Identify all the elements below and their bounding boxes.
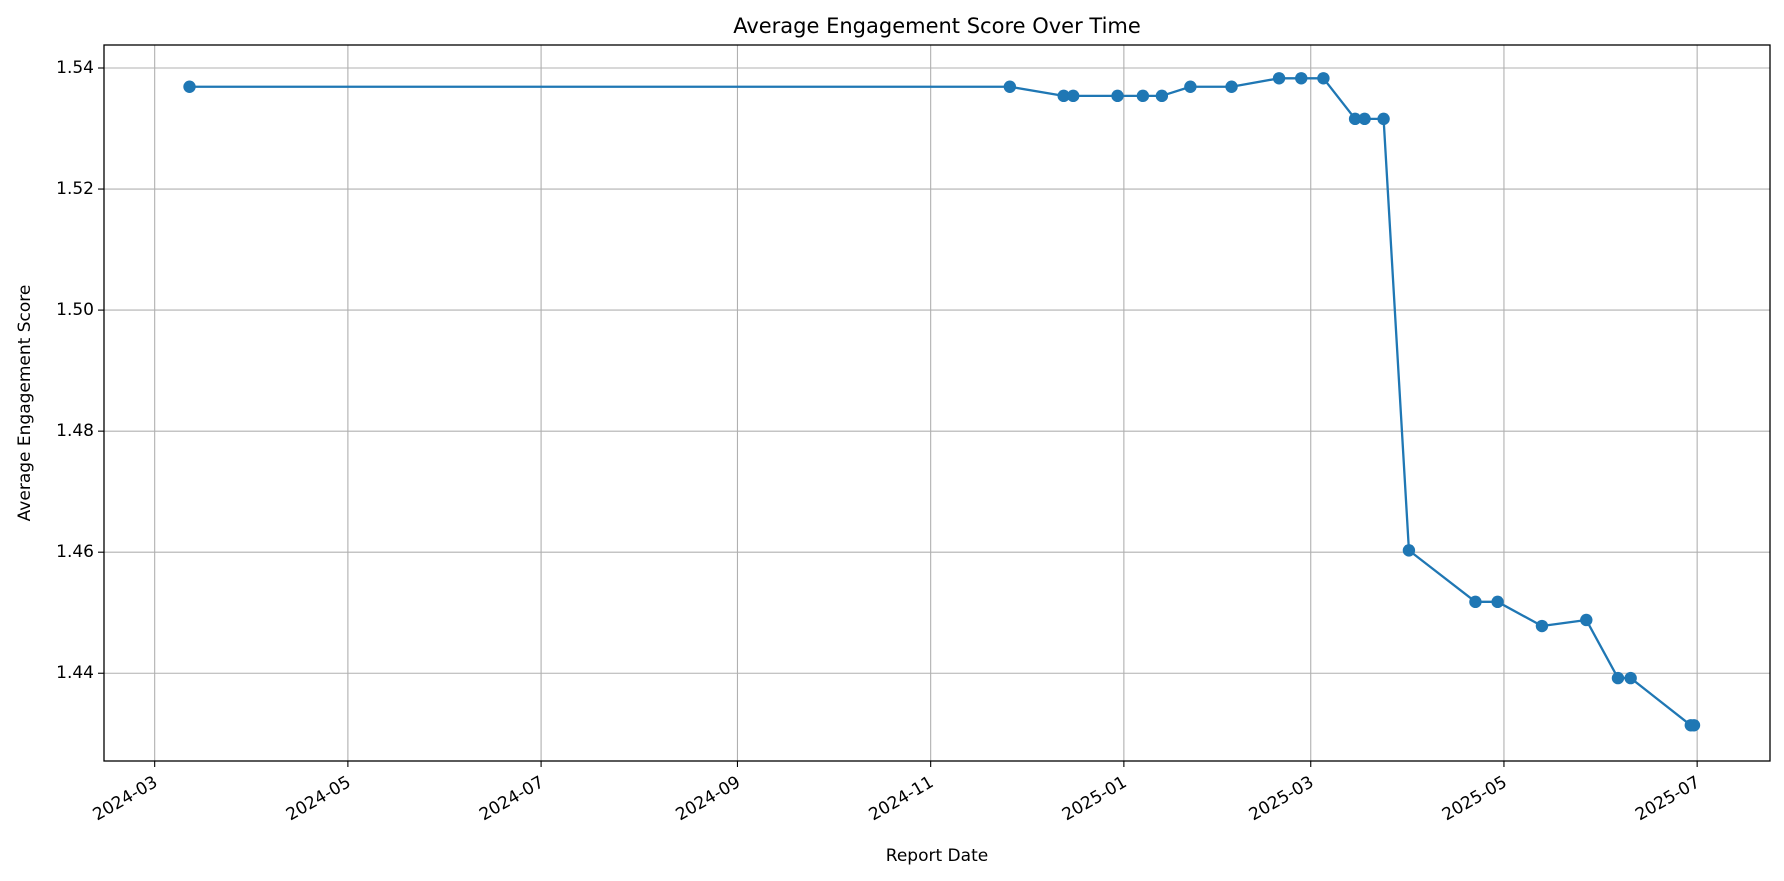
series-layer — [183, 72, 1701, 732]
grid-lines — [104, 45, 1770, 761]
data-point — [1611, 671, 1625, 685]
y-tick-label: 1.46 — [56, 542, 94, 562]
data-point — [1535, 619, 1549, 633]
y-axis-label: Average Engagement Score — [15, 285, 35, 522]
chart-title: Average Engagement Score Over Time — [733, 14, 1141, 38]
y-tick-label: 1.50 — [56, 300, 94, 320]
data-point — [1580, 613, 1593, 627]
plot-area — [104, 45, 1770, 761]
data-point — [1491, 595, 1504, 609]
data-point — [1348, 112, 1362, 126]
data-point — [1358, 112, 1371, 126]
data-point — [1225, 80, 1238, 93]
x-axis-label: Report Date — [886, 846, 988, 866]
data-point — [1272, 72, 1286, 85]
data-point — [1624, 671, 1637, 685]
y-axis: 1.44 1.46 1.48 1.50 1.52 1.54 — [56, 58, 104, 683]
data-point — [1295, 72, 1308, 85]
data-point — [1377, 112, 1390, 126]
data-point — [1184, 80, 1197, 93]
data-point — [1003, 80, 1017, 93]
data-point — [1057, 89, 1070, 103]
data-point — [1111, 89, 1124, 103]
data-point — [1317, 72, 1330, 85]
data-point — [1155, 89, 1169, 103]
plot-frame — [103, 44, 1771, 762]
y-tick-label: 1.48 — [56, 421, 94, 441]
y-tick-label: 1.54 — [56, 58, 94, 78]
series-line — [189, 77, 1694, 727]
y-tick-label: 1.44 — [56, 663, 94, 683]
data-point — [1402, 544, 1416, 557]
data-point — [183, 80, 196, 93]
data-point — [1687, 719, 1701, 732]
data-point — [1469, 595, 1482, 609]
data-point — [1136, 89, 1150, 103]
y-tick-label: 1.52 — [56, 179, 94, 199]
data-point — [1066, 89, 1080, 103]
